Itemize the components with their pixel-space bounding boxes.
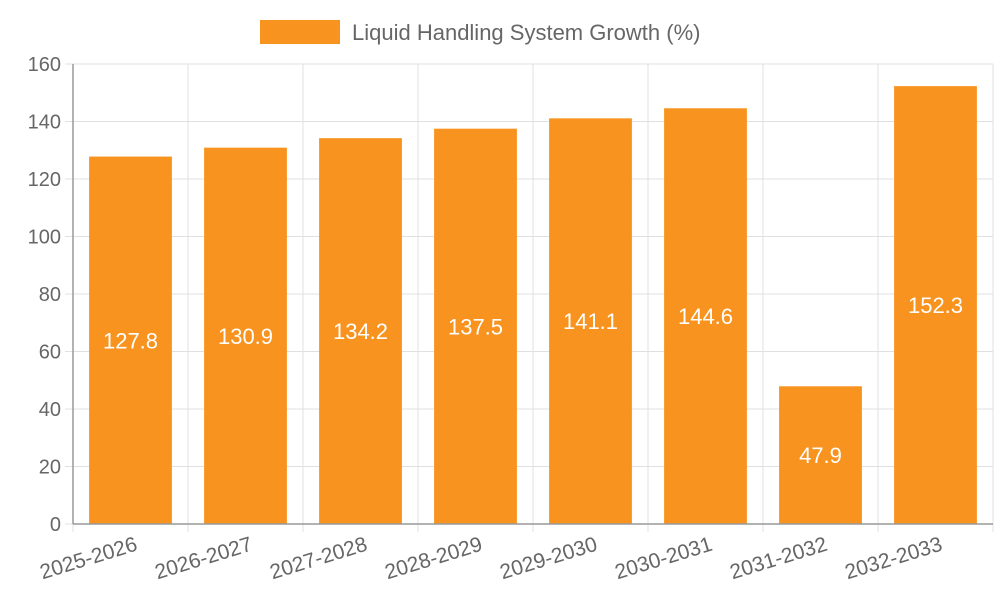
y-tick-label: 160 — [28, 54, 61, 76]
bar[interactable] — [319, 138, 402, 525]
bar[interactable] — [664, 108, 747, 525]
bars: 127.8 130.9 134.2 137.5 141.1 144.6 47.9 152.3 — [89, 86, 977, 525]
bar-value-label: 144.6 — [678, 304, 733, 329]
bar-value-label: 134.2 — [333, 319, 388, 344]
bar-value-label: 141.1 — [563, 309, 618, 334]
bar-value-label: 137.5 — [448, 314, 503, 339]
y-tick-label: 60 — [39, 342, 61, 364]
y-tick-label: 0 — [50, 514, 61, 536]
bar[interactable] — [549, 118, 632, 525]
y-tick-label: 80 — [39, 284, 61, 306]
legend-swatch[interactable] — [260, 20, 340, 44]
x-tick-label: 2030-2031 — [612, 533, 715, 584]
x-tick-label: 2025-2026 — [37, 533, 140, 584]
legend[interactable]: Liquid Handling System Growth (%) — [260, 20, 700, 45]
y-tick-label: 140 — [28, 112, 61, 134]
bar[interactable] — [434, 128, 517, 524]
x-tick-label: 2026-2027 — [152, 533, 255, 584]
x-tick-label: 2029-2030 — [497, 533, 600, 584]
x-tick-label: 2031-2032 — [727, 533, 830, 584]
x-tick-label: 2027-2028 — [267, 533, 370, 584]
bar-value-label: 127.8 — [103, 328, 158, 353]
y-tick-label: 40 — [39, 399, 61, 421]
bar-value-label: 130.9 — [218, 324, 273, 349]
legend-label[interactable]: Liquid Handling System Growth (%) — [352, 20, 700, 45]
bar-value-label: 152.3 — [908, 293, 963, 318]
bar[interactable] — [204, 147, 287, 524]
bar[interactable] — [894, 86, 977, 524]
y-tick-label: 20 — [39, 457, 61, 479]
bar-value-label: 47.9 — [799, 443, 842, 468]
y-tick-label: 100 — [28, 227, 61, 249]
bar[interactable] — [779, 386, 862, 524]
x-tick-label: 2028-2029 — [382, 533, 485, 584]
bar[interactable] — [89, 156, 172, 524]
x-tick-label: 2032-2033 — [842, 533, 945, 584]
y-tick-label: 120 — [28, 169, 61, 191]
